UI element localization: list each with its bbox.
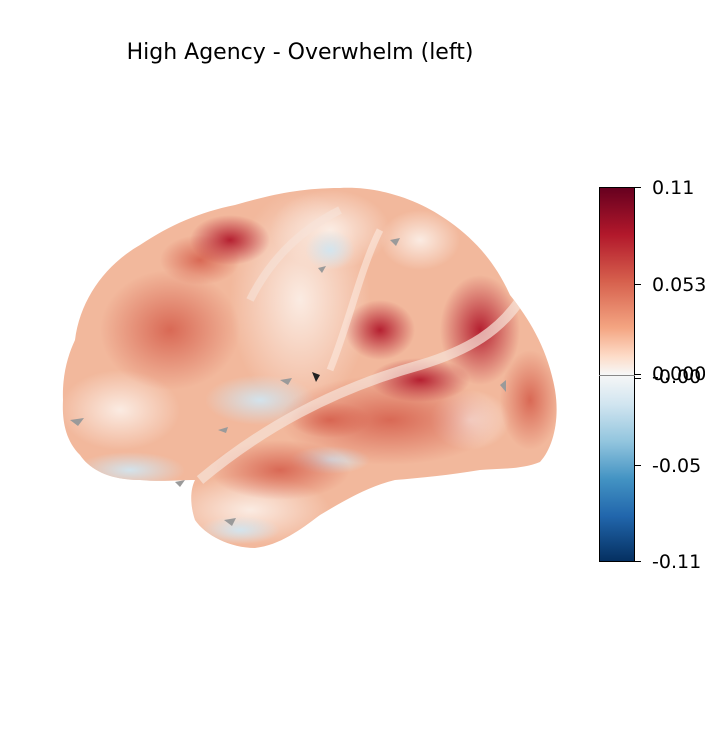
colorbar-tick-label: 0.11 <box>652 177 695 199</box>
colorbar-tick-label: -0.05 <box>652 455 702 477</box>
colorbar-tick-label: -0.00 <box>652 366 702 388</box>
colorbar-tick-mark <box>635 374 641 375</box>
colorbar-tick-label: 0.053 <box>652 274 705 296</box>
colorbar-tick-mark <box>635 378 641 379</box>
colorbar-midline <box>599 375 635 376</box>
colorbar-tick-label: -0.11 <box>652 551 702 573</box>
colorbar-tick-mark <box>635 561 641 562</box>
colorbar-tick-mark <box>635 284 641 285</box>
figure-title: High Agency - Overwhelm (left) <box>126 40 474 65</box>
colorbar-tick-label: 0.000 <box>652 363 705 385</box>
colorbar-tick-mark <box>635 465 641 466</box>
colorbar-tick-mark <box>635 187 641 188</box>
colorbar <box>599 187 635 562</box>
